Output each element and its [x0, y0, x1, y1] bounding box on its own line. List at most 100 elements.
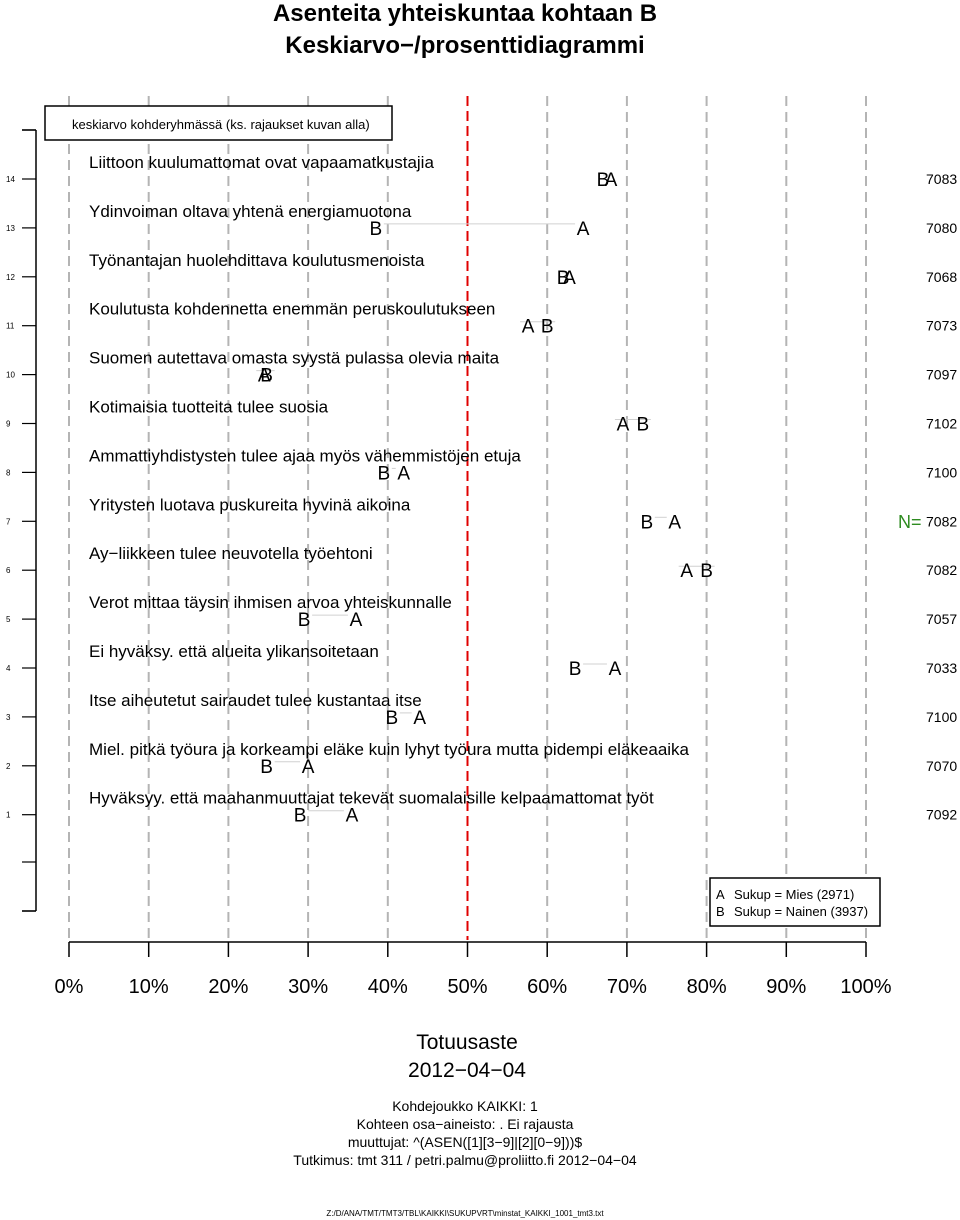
n-label: N= — [898, 512, 922, 532]
marker-b: B — [569, 659, 582, 680]
marker-a: A — [617, 415, 630, 436]
marker-a: A — [609, 659, 622, 680]
marker-a: A — [605, 170, 618, 191]
legend-entry: Sukup = Nainen (3937) — [734, 904, 868, 919]
x-tick-label: 20% — [208, 976, 248, 998]
footer-line-4: Tutkimus: tmt 311 / petri.palmu@proliitt… — [293, 1152, 637, 1168]
chart-date: 2012−04−04 — [408, 1059, 526, 1082]
row-label: Miel. pitkä työura ja korkeampi eläke ku… — [89, 740, 690, 759]
row-index: 2 — [6, 762, 11, 771]
chart-row: 9 Kotimaisia tuotteita tulee suosia BA 7102 — [6, 398, 957, 436]
row-n: 7082 — [926, 513, 957, 529]
x-axis-label: Totuusaste — [416, 1031, 518, 1054]
row-index: 12 — [6, 273, 15, 282]
chart-row: 8 Ammattiyhdistysten tulee ajaa myös vähe… — [6, 446, 957, 484]
row-n: 7073 — [926, 318, 957, 334]
marker-b: B — [636, 415, 649, 436]
marker-a: A — [302, 757, 315, 778]
row-index: 10 — [6, 371, 15, 380]
chart-row: 10 Suomen autettava omasta syystä pulassa… — [6, 349, 957, 387]
left-frame — [22, 129, 37, 912]
marker-b: B — [597, 170, 610, 191]
footer-line-2: Kohteen osa−aineisto: . Ei rajausta — [356, 1116, 574, 1132]
marker-b: B — [294, 806, 307, 827]
row-n: 7097 — [926, 367, 957, 383]
x-tick-label: 50% — [447, 976, 487, 998]
marker-a: A — [577, 219, 590, 240]
marker-b: B — [260, 366, 273, 387]
row-index: 7 — [6, 517, 11, 526]
row-index: 8 — [6, 468, 11, 477]
chart-row: 1 Hyväksyy. että maahanmuuttajat tekevät … — [6, 789, 957, 827]
marker-a: A — [346, 806, 359, 827]
marker-a: A — [258, 366, 271, 387]
marker-b: B — [377, 463, 390, 484]
x-tick-label: 80% — [687, 976, 727, 998]
row-index: 3 — [6, 713, 11, 722]
marker-b: B — [541, 317, 554, 338]
legend-series: A Sukup = Mies (2971) B Sukup = Nainen (393… — [709, 877, 881, 927]
marker-b: B — [370, 219, 383, 240]
x-tick-label: 100% — [840, 976, 891, 998]
chart-row: 11 Koulutusta kohdennetta enemmän perusko… — [6, 300, 957, 338]
footer-line-1: Kohdejoukko KAIKKI: 1 — [392, 1098, 538, 1114]
row-index: 6 — [6, 566, 11, 575]
marker-b: B — [700, 561, 713, 582]
row-n: 7092 — [926, 807, 957, 823]
chart-row: 6 Ay−liikkeen tulee neuvotella työehtoni B… — [6, 544, 957, 582]
legend-box — [709, 877, 881, 927]
grid-lines — [68, 96, 867, 940]
row-index: 14 — [6, 175, 15, 184]
row-label: Suomen autettava omasta syystä pulassa o… — [89, 349, 500, 368]
x-tick-label: 70% — [607, 976, 647, 998]
marker-b: B — [385, 708, 398, 729]
legend-top-text: keskiarvo kohderyhmässä (ks. rajaukset k… — [72, 117, 370, 132]
row-n: 7033 — [926, 660, 957, 676]
marker-b: B — [260, 757, 273, 778]
x-tick-label: 60% — [527, 976, 567, 998]
row-label: Ammattiyhdistysten tulee ajaa myös vähem… — [89, 446, 521, 465]
legend-key: A — [716, 887, 725, 902]
footer-line-3: muuttujat: ^(ASEN([1][3−9]|[2][0−9]))$ — [347, 1134, 583, 1150]
row-label: Kotimaisia tuotteita tulee suosia — [89, 398, 329, 417]
row-index: 5 — [6, 615, 11, 624]
x-tick-label: 0% — [55, 976, 84, 998]
row-n: 7068 — [926, 269, 957, 285]
x-tick-label: 90% — [766, 976, 806, 998]
marker-a: A — [350, 610, 363, 631]
row-index: 13 — [6, 224, 15, 233]
marker-b: B — [640, 512, 653, 533]
row-index: 4 — [6, 664, 11, 673]
row-label: Ei hyväksy. että alueita ylikansoitetaan — [89, 642, 379, 661]
chart-row: 14 Liittoon kuulumattomat ovat vapaamatku… — [6, 153, 957, 191]
chart-title-line-2: Keskiarvo−/prosenttidiagrammi — [285, 32, 645, 59]
marker-b: B — [298, 610, 311, 631]
chart-row: 2 Miel. pitkä työura ja korkeampi eläke k… — [6, 740, 957, 778]
row-label: Verot mittaa täysin ihmisen arvoa yhteis… — [89, 593, 452, 612]
x-tick-label: 40% — [368, 976, 408, 998]
row-n: 7057 — [926, 611, 957, 627]
chart-row: 7 Yritysten luotava puskureita hyvinä aik… — [6, 495, 957, 533]
row-n: 7100 — [926, 709, 957, 725]
row-label: Työnantajan huolehdittava koulutusmenois… — [89, 251, 425, 270]
x-tick-label: 10% — [129, 976, 169, 998]
row-label: Hyväksyy. että maahanmuuttajat tekevät s… — [89, 789, 654, 808]
row-label: Yritysten luotava puskureita hyvinä aiko… — [89, 495, 411, 514]
row-label: Ay−liikkeen tulee neuvotella työehtoni — [89, 544, 373, 563]
row-n: 7082 — [926, 562, 957, 578]
row-n: 7070 — [926, 758, 957, 774]
row-index: 1 — [6, 811, 11, 820]
row-n: 7080 — [926, 220, 957, 236]
chart-row: 12 Työnantajan huolehdittava koulutusmeno… — [6, 251, 957, 289]
row-index: 9 — [6, 420, 11, 429]
chart-title-line-1: Asenteita yhteiskuntaa kohtaan B — [272, 0, 658, 27]
marker-b: B — [557, 268, 570, 289]
row-index: 11 — [6, 322, 15, 331]
file-path: Z:/D/ANA/TMT/TMT3/TBL\KAIKKI\SUKUPVRT\mi… — [326, 1209, 604, 1218]
marker-a: A — [413, 708, 426, 729]
legend-key: B — [716, 904, 725, 919]
row-n: 7100 — [926, 464, 957, 480]
row-label: Ydinvoiman oltava yhtenä energiamuotona — [89, 202, 412, 221]
